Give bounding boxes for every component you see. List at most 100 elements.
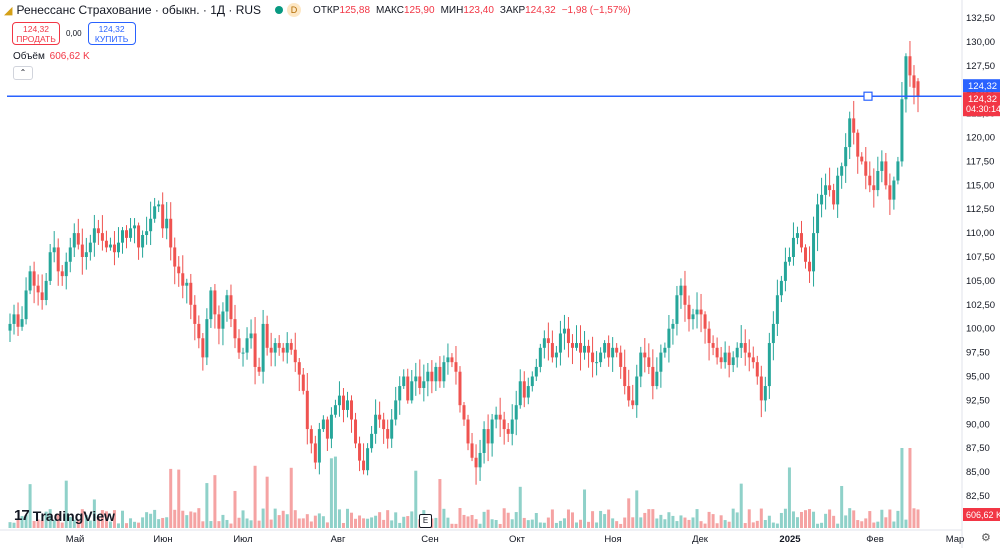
candle-body[interactable] [868,175,872,186]
candle-body[interactable] [237,338,241,353]
candle-body[interactable] [40,292,44,301]
candle-body[interactable] [337,395,341,406]
candle-body[interactable] [12,314,16,324]
candle-body[interactable] [880,161,884,171]
candle-body[interactable] [458,371,462,406]
candle-body[interactable] [112,244,116,253]
candle-body[interactable] [820,194,824,205]
candle-body[interactable] [591,352,595,363]
candle-body[interactable] [261,323,265,372]
candle-body[interactable] [341,395,345,410]
candle-body[interactable] [350,400,354,420]
candle-body[interactable] [623,366,627,387]
candle-body[interactable] [599,352,603,363]
candle-body[interactable] [378,414,382,420]
candle-body[interactable] [402,376,406,387]
candle-body[interactable] [775,295,779,324]
tradingview-logo[interactable]: 17 TradingView [14,507,115,524]
candle-body[interactable] [908,56,912,76]
candle-body[interactable] [229,295,233,320]
candle-body[interactable] [494,414,498,420]
candle-body[interactable] [253,333,257,367]
candle-body[interactable] [345,400,349,410]
candle-body[interactable] [731,357,735,366]
candle-body[interactable] [366,448,370,471]
candle-body[interactable] [691,314,695,320]
candle-body[interactable] [165,218,169,229]
candle-body[interactable] [245,338,249,353]
candle-body[interactable] [779,280,783,296]
candle-body[interactable] [386,429,390,439]
candle-body[interactable] [120,230,124,243]
candle-body[interactable] [394,400,398,420]
candle-body[interactable] [426,371,430,382]
candle-body[interactable] [558,333,562,353]
candle-body[interactable] [522,381,526,398]
candle-body[interactable] [137,225,141,248]
candle-body[interactable] [60,271,64,277]
candle-body[interactable] [129,228,133,238]
candle-body[interactable] [56,247,60,272]
candle-body[interactable] [321,419,325,430]
candle-body[interactable] [478,452,482,468]
candle-body[interactable] [683,285,687,305]
candle-body[interactable] [876,170,880,191]
candle-body[interactable] [32,271,36,286]
candle-body[interactable] [787,257,791,262]
candle-body[interactable] [510,419,514,434]
candle-body[interactable] [434,366,438,382]
candle-body[interactable] [153,206,157,219]
candle-body[interactable] [68,247,72,262]
candle-body[interactable] [265,323,269,348]
candle-body[interactable] [209,290,213,320]
candle-body[interactable] [699,309,703,315]
candle-body[interactable] [514,405,518,420]
candle-body[interactable] [305,390,309,430]
candle-body[interactable] [791,237,795,257]
candle-body[interactable] [912,75,916,88]
candle-body[interactable] [715,347,719,358]
candle-body[interactable] [763,386,767,401]
candle-body[interactable] [145,231,149,236]
candle-body[interactable] [615,347,619,353]
candle-body[interactable] [173,247,177,267]
candle-body[interactable] [374,414,378,434]
candle-body[interactable] [281,347,285,353]
candle-body[interactable] [904,56,908,100]
candle-body[interactable] [755,362,759,377]
candle-body[interactable] [422,381,426,388]
candle-body[interactable] [16,314,20,327]
candle-body[interactable] [406,376,410,401]
candle-body[interactable] [587,345,591,353]
candle-body[interactable] [181,273,185,286]
candle-body[interactable] [840,166,844,176]
candle-body[interactable] [72,233,76,248]
candle-body[interactable] [852,118,856,133]
candle-body[interactable] [759,376,763,401]
candle-body[interactable] [125,230,129,238]
event-marker-icon[interactable]: E [419,514,432,528]
candle-body[interactable] [743,343,747,353]
candle-body[interactable] [185,282,189,286]
candle-body[interactable] [157,204,161,207]
candle-body[interactable] [828,185,832,191]
candle-body[interactable] [655,371,659,387]
candle-body[interactable] [707,328,711,344]
sell-button[interactable]: 124,32 ПРОДАТЬ [12,22,60,45]
candle-body[interactable] [900,99,904,162]
candle-body[interactable] [217,314,221,329]
candle-body[interactable] [663,347,667,353]
candle-body[interactable] [80,244,84,257]
candle-body[interactable] [860,156,864,162]
candle-body[interactable] [735,347,739,358]
candle-body[interactable] [161,204,165,229]
candle-body[interactable] [703,314,707,329]
settings-gear-icon[interactable]: ⚙ [981,532,991,544]
candle-body[interactable] [711,343,715,348]
candle-body[interactable] [104,240,108,248]
candle-body[interactable] [526,386,530,398]
candle-body[interactable] [611,347,615,358]
candle-body[interactable] [546,338,550,344]
candle-body[interactable] [249,333,253,339]
candle-body[interactable] [277,343,281,348]
